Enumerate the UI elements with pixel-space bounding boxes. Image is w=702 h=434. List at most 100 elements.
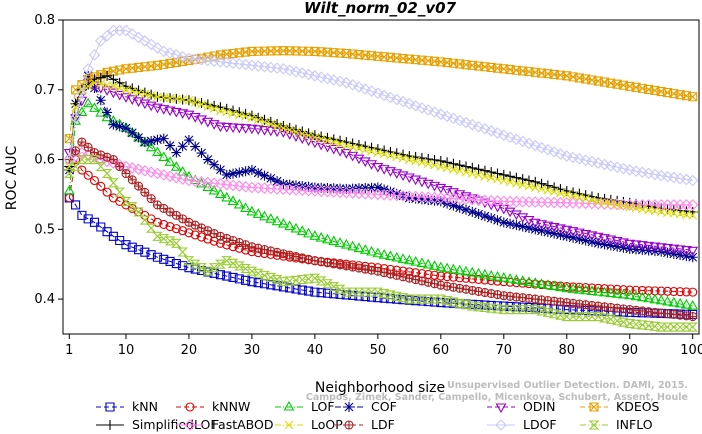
data-point (71, 102, 80, 112)
data-point (618, 285, 628, 295)
x-tick-label: 20 (181, 343, 198, 358)
data-point (385, 290, 396, 300)
legend-label: FastABOD (212, 417, 274, 432)
data-point (334, 284, 346, 294)
data-point (247, 113, 257, 123)
data-point (108, 74, 119, 85)
data-point (329, 289, 339, 299)
data-point (403, 97, 416, 110)
data-point (366, 182, 377, 193)
data-point (586, 236, 597, 247)
data-point (202, 181, 214, 192)
data-point (359, 83, 372, 95)
data-point (617, 288, 629, 299)
series-odin (63, 79, 699, 257)
data-point (252, 268, 264, 278)
data-point (63, 153, 76, 166)
data-point (504, 131, 516, 144)
data-point (511, 305, 522, 315)
data-point (152, 103, 163, 114)
data-point (246, 110, 257, 121)
data-point (397, 293, 409, 303)
data-point (605, 240, 616, 251)
legend-label: LDOF (523, 417, 557, 432)
data-point (485, 303, 497, 313)
legend-marker (588, 420, 600, 430)
data-point (102, 70, 113, 81)
data-point (139, 137, 150, 148)
data-point (378, 89, 390, 102)
data-point (334, 75, 346, 88)
data-point (183, 256, 195, 266)
data-point (272, 281, 282, 291)
data-point (548, 280, 560, 291)
data-point (372, 247, 384, 258)
data-point (410, 294, 421, 304)
x-tick-label: 70 (496, 343, 513, 358)
data-point (334, 237, 346, 247)
data-point (171, 258, 181, 269)
data-point (164, 236, 176, 246)
data-point (485, 125, 497, 137)
data-point (674, 297, 686, 308)
data-point (668, 296, 680, 307)
data-point (82, 155, 94, 165)
data-point (467, 162, 478, 173)
data-point (347, 287, 358, 297)
data-point (530, 224, 541, 235)
data-point (140, 247, 150, 257)
data-point (460, 116, 472, 129)
data-point (145, 223, 157, 233)
data-point (435, 108, 447, 120)
data-point (83, 81, 93, 91)
data-point (675, 287, 685, 297)
data-point (341, 183, 352, 194)
data-point (655, 322, 667, 332)
y-axis-label: ROC AUC (4, 145, 20, 210)
data-point (253, 115, 263, 125)
data-point (115, 162, 124, 171)
data-point (215, 164, 226, 175)
data-point (159, 204, 168, 213)
data-point (461, 273, 471, 283)
data-point (327, 74, 340, 86)
data-point (473, 208, 484, 219)
data-point (587, 283, 597, 293)
data-point (442, 157, 453, 168)
data-point (536, 178, 547, 189)
data-point (504, 305, 516, 315)
data-point (158, 234, 170, 244)
data-point (171, 224, 181, 234)
data-point (504, 273, 516, 283)
data-point (573, 283, 585, 294)
series-loop (64, 78, 698, 220)
data-point (423, 195, 434, 206)
data-point (581, 283, 591, 293)
data-point (467, 206, 478, 217)
legend-marker (344, 402, 354, 412)
data-point (158, 151, 170, 162)
data-point (121, 240, 131, 250)
data-point (460, 265, 472, 276)
data-point (385, 250, 396, 261)
data-point (536, 225, 547, 236)
data-point (152, 134, 163, 145)
data-point (397, 253, 409, 263)
data-point (63, 149, 75, 159)
data-point (89, 83, 100, 94)
data-point (297, 181, 308, 192)
data-point (197, 223, 206, 232)
data-point (529, 139, 542, 152)
legend-marker (589, 402, 599, 412)
data-point (102, 107, 113, 118)
data-point (353, 154, 365, 165)
data-point (128, 175, 137, 184)
legend-item-lof: LOF (275, 399, 335, 414)
data-point (109, 155, 118, 164)
data-point (221, 191, 233, 202)
data-point (328, 282, 340, 292)
data-point (454, 202, 465, 213)
legend-item-ldf: LDF (335, 417, 395, 432)
data-point (172, 211, 181, 220)
